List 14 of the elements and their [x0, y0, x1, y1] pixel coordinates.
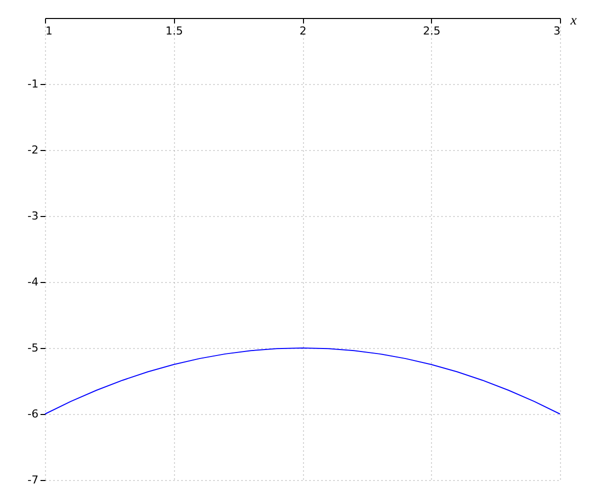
y-tick-label: -2 [28, 144, 38, 156]
y-tick-label: -7 [28, 474, 38, 486]
x-tick-label: 1.5 [166, 24, 183, 38]
x-axis-title: x [570, 14, 578, 28]
y-tick-label: -6 [28, 408, 38, 420]
x-tick-label: 2 [300, 24, 306, 38]
y-tick-label: -4 [28, 276, 38, 288]
x-tick-label: 1 [46, 24, 52, 38]
y-tick-label: -3 [28, 210, 38, 222]
x-tick-label: 3 [554, 24, 560, 38]
y-tick-label: -1 [28, 78, 38, 90]
x-tick-label: 2.5 [423, 24, 440, 38]
y-tick-label: -5 [28, 342, 38, 354]
line-series [44, 348, 560, 414]
